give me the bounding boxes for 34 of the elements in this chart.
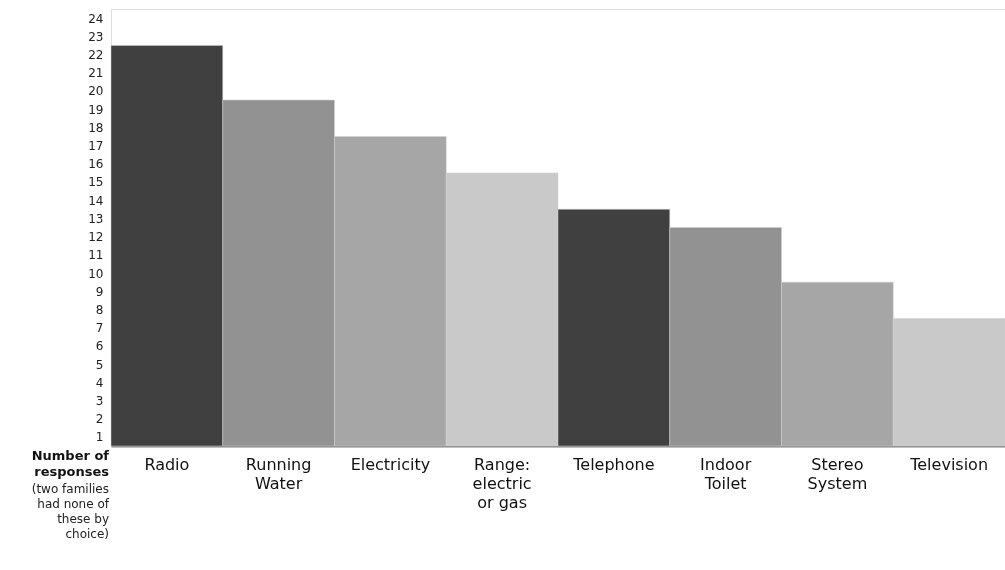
y-tick-label: 14 xyxy=(88,193,104,208)
y-tick-label: 1 xyxy=(95,430,104,445)
x-tick-label: Running Water xyxy=(245,454,312,493)
y-tick-label: 7 xyxy=(95,321,104,336)
y-tick-label: 13 xyxy=(88,211,104,226)
y-tick-label: 8 xyxy=(95,302,104,317)
x-tick-label: Indoor Toilet xyxy=(700,454,752,493)
y-tick-label: 10 xyxy=(88,266,104,281)
y-tick-label: 3 xyxy=(95,393,104,408)
y-tick-label: 22 xyxy=(88,48,104,63)
y-tick-label: 20 xyxy=(88,84,104,99)
y-tick-label: 15 xyxy=(88,175,104,190)
y-tick-label: 18 xyxy=(88,120,104,135)
y-tick-label: 17 xyxy=(88,139,104,154)
x-tick-label: Radio xyxy=(144,454,190,474)
y-tick-label: 6 xyxy=(95,339,104,354)
y-tick-label: 5 xyxy=(95,357,104,372)
text: (two families had none of these by choice) xyxy=(31,482,110,541)
y-tick-label: 23 xyxy=(88,29,104,44)
y-tick-label: 12 xyxy=(88,230,104,245)
x-tick-label: Electricity xyxy=(350,454,431,474)
y-axis-title: Number of responses xyxy=(31,448,110,479)
y-tick-label: 19 xyxy=(88,102,104,117)
x-tick-label: Telephone xyxy=(572,454,655,474)
y-tick-label: 9 xyxy=(95,284,104,299)
x-tick-label: Television xyxy=(909,454,989,474)
x-tick-label: Stereo System xyxy=(807,454,868,493)
x-tick-label: Range: electric or gas xyxy=(472,454,532,512)
y-tick-label: 4 xyxy=(95,375,104,390)
y-tick-label: 24 xyxy=(88,11,104,26)
y-tick-label: 16 xyxy=(88,157,104,172)
y-tick-label: 21 xyxy=(88,66,104,81)
y-tick-label: 2 xyxy=(95,412,104,427)
y-tick-label: 11 xyxy=(88,248,104,263)
